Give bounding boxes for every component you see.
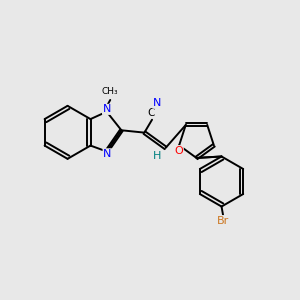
- Text: H: H: [153, 151, 161, 161]
- Text: C: C: [148, 108, 155, 118]
- Text: N: N: [103, 104, 111, 114]
- Text: N: N: [103, 149, 112, 159]
- Text: O: O: [175, 146, 183, 156]
- Text: CH₃: CH₃: [102, 88, 119, 98]
- Text: CH₃: CH₃: [102, 88, 119, 97]
- Text: Br: Br: [217, 216, 230, 226]
- Text: N: N: [153, 98, 161, 108]
